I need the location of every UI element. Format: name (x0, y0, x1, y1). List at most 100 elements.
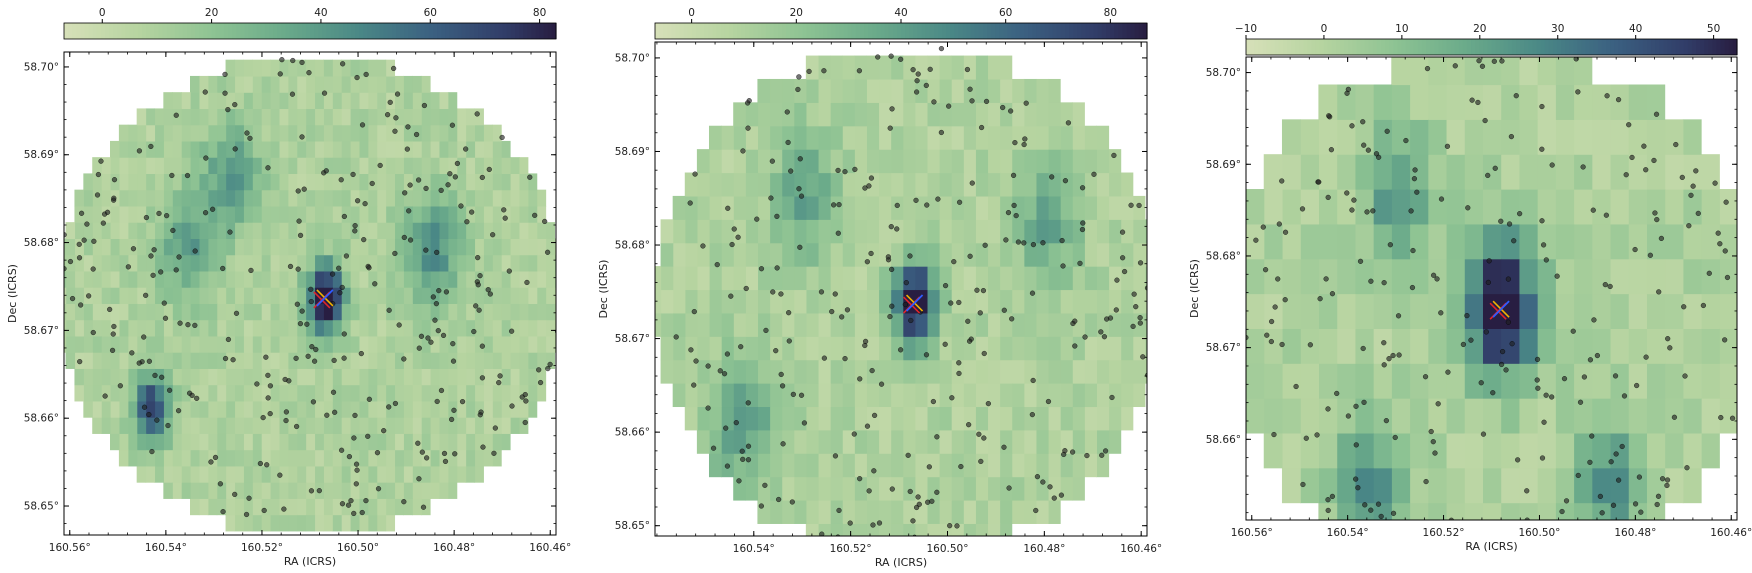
heatmap-cell (456, 189, 467, 207)
colorbar-segment (1024, 23, 1029, 39)
heatmap-cell (1518, 189, 1538, 225)
source-point (141, 334, 147, 340)
source-point (354, 74, 360, 81)
source-point (967, 253, 973, 259)
heatmap-cell (243, 384, 253, 402)
heatmap-cell (757, 149, 771, 174)
source-point (832, 291, 838, 297)
source-point (762, 482, 768, 489)
heatmap-cell (939, 359, 952, 384)
source-point (1615, 97, 1622, 103)
heatmap-cell (1023, 195, 1037, 220)
heatmap-cell (358, 352, 369, 369)
source-point (508, 328, 515, 334)
heatmap-cell (438, 173, 449, 191)
heatmap-cell (83, 173, 93, 191)
source-point (870, 522, 876, 528)
heatmap-cell (261, 108, 271, 126)
source-point (111, 177, 118, 183)
heatmap-cell (518, 238, 529, 256)
heatmap-cell (951, 78, 964, 103)
heatmap-cell (939, 125, 952, 150)
heatmap-cell (287, 92, 298, 110)
source-point (1137, 260, 1144, 266)
colorbar-segment (1303, 39, 1308, 55)
source-point (1468, 337, 1474, 343)
heatmap-cell (341, 75, 351, 93)
source-point (536, 367, 542, 373)
heatmap-cell (492, 287, 502, 304)
heatmap-cell (492, 238, 502, 256)
heatmap-cell (261, 433, 271, 451)
heatmap-cell (465, 465, 476, 483)
heatmap-cell (278, 433, 289, 451)
heatmap-cell (412, 319, 422, 337)
source-point (1099, 452, 1105, 458)
heatmap-cell (1445, 328, 1465, 364)
source-point (438, 187, 444, 194)
source-point (1435, 401, 1441, 407)
source-point (1282, 229, 1289, 235)
heatmap-cell (830, 476, 843, 501)
heatmap-cell (349, 498, 360, 516)
heatmap-cell (830, 499, 843, 524)
heatmap-cell (332, 482, 342, 499)
heatmap-cell (1573, 432, 1593, 469)
heatmap-cell (181, 140, 191, 158)
source-point (894, 202, 900, 209)
heatmap-cell (1518, 119, 1538, 155)
heatmap-cell (296, 59, 307, 77)
heatmap-cell (429, 465, 440, 483)
heatmap-cell (793, 336, 807, 361)
heatmap-cell (323, 59, 333, 77)
heatmap-cell (385, 270, 396, 288)
heatmap-cell (74, 189, 84, 207)
heatmap-cell (421, 108, 431, 126)
heatmap-cell (1609, 154, 1629, 190)
heatmap-cell (1060, 312, 1073, 337)
heatmap-cell (509, 303, 520, 321)
source-point (801, 420, 808, 426)
source-point (474, 111, 480, 117)
heatmap-cell (234, 124, 244, 142)
source-point (343, 253, 350, 259)
heatmap-cell (1628, 502, 1647, 520)
heatmap-cell (1445, 57, 1465, 86)
colorbar-segment (1340, 39, 1345, 55)
heatmap-cell (501, 205, 511, 223)
colorbar-tick-label: 20 (790, 7, 803, 19)
heatmap-cell (999, 406, 1013, 431)
heatmap-cell (501, 287, 511, 304)
heatmap-cell (190, 140, 200, 158)
heatmap-cell (1011, 172, 1025, 197)
heatmap-cell (305, 140, 316, 158)
source-point (740, 456, 746, 463)
heatmap-cell (225, 319, 236, 337)
heatmap-cell (394, 254, 404, 272)
source-point (117, 383, 124, 389)
heatmap-cell (296, 270, 307, 288)
heatmap-cell (234, 270, 244, 288)
heatmap-cell (1391, 258, 1411, 295)
source-point (519, 394, 525, 400)
heatmap-cell (287, 319, 298, 337)
heatmap-cell (1646, 293, 1666, 329)
heatmap-cell (672, 336, 686, 361)
source-point (499, 134, 505, 141)
source-point (246, 495, 252, 501)
heatmap-cell (83, 319, 93, 337)
heatmap-cell (492, 368, 502, 386)
heatmap-cell (1737, 224, 1752, 259)
colorbar-segment (1638, 39, 1644, 55)
colorbar-segment (1491, 39, 1497, 55)
colorbar-segment (954, 23, 959, 39)
heatmap-cell (745, 312, 759, 337)
colorbar-segment (260, 23, 266, 39)
heatmap-cell (421, 335, 431, 353)
heatmap-cell (403, 498, 413, 516)
source-point (1505, 319, 1512, 325)
heatmap-cell (216, 75, 227, 93)
heatmap-cell (198, 173, 209, 191)
colorbar-segment (913, 23, 918, 39)
heatmap-cell (684, 219, 698, 244)
